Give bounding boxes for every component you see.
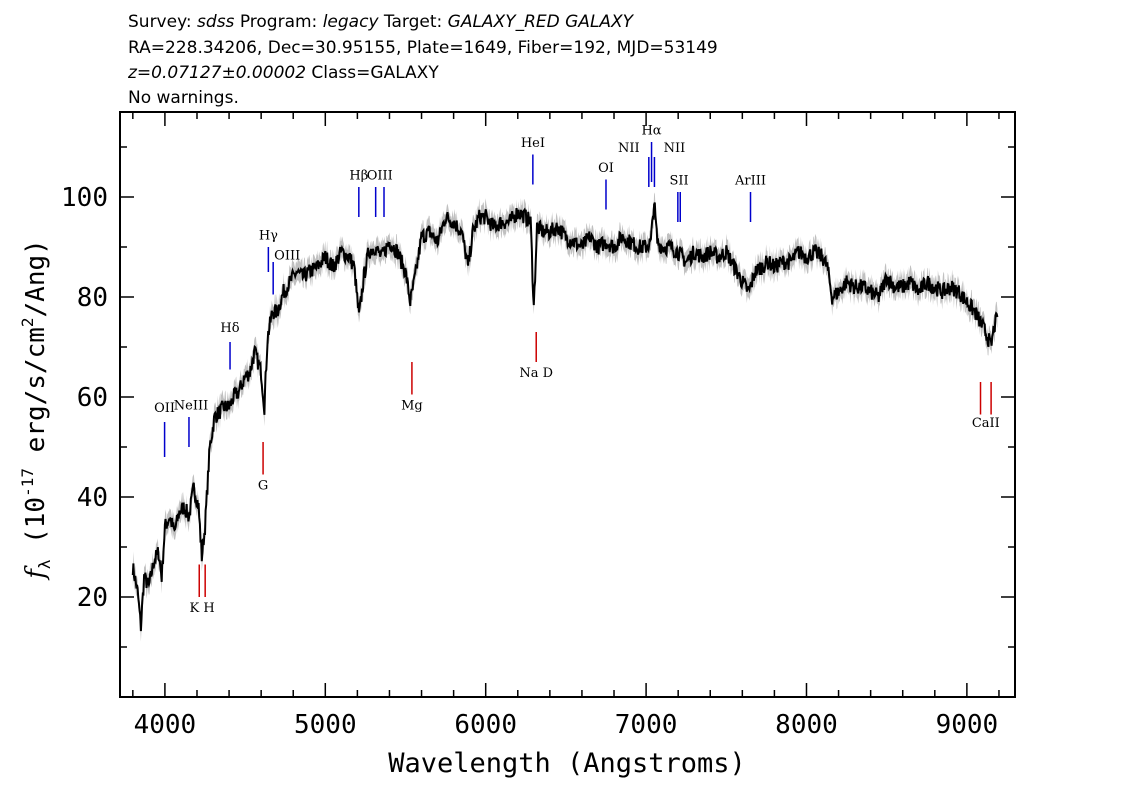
x-tick-label: 5000 (294, 710, 357, 740)
x-tick-label: 9000 (936, 710, 999, 740)
absorption-group-label: CaII (972, 416, 1000, 431)
emission-line-label: OI (598, 161, 614, 176)
target-label: Target: (383, 12, 443, 32)
emission-line-label: HeI (521, 136, 545, 151)
survey-value: sdss (197, 12, 235, 32)
y-axis-label-pre: (10 (21, 497, 51, 560)
y-axis-label: fλ (10-17 erg/s/cm2/Ang) (18, 239, 54, 581)
survey-label: Survey: (128, 12, 192, 32)
header-line-1: Survey: sdss Program: legacy Target: GAL… (128, 12, 633, 32)
y-axis-label-post: /Ang) (21, 239, 51, 317)
absorption-line-label: G (258, 479, 268, 494)
y-tick-label: 60 (77, 383, 108, 413)
y-tick-label: 40 (77, 483, 108, 513)
emission-line-label: Hα (641, 124, 661, 139)
absorption-line-label: Mg (401, 399, 423, 414)
program-label: Program: (239, 12, 318, 32)
x-tick-label: 8000 (775, 710, 838, 740)
x-tick-label: 6000 (454, 710, 517, 740)
error-band-layer (132, 192, 998, 642)
x-axis-label: Wavelength (Angstroms) (388, 748, 746, 779)
emission-line-label: OIII (367, 169, 393, 184)
header-line-2: RA=228.34206, Dec=30.95155, Plate=1649, … (128, 38, 718, 58)
flux-layer (131, 202, 999, 632)
flux-series-line (131, 202, 999, 632)
y-tick-label: 80 (77, 283, 108, 313)
emission-line-label: OIII (274, 249, 300, 264)
absorption-line-label: Na D (519, 366, 553, 381)
emission-line-label: NII (618, 141, 640, 156)
axes-layer: 4000 5000 6000 7000 8000 9000 20 40 60 80 100 (61, 111, 1016, 740)
emission-line-label: OII (154, 401, 175, 416)
emission-line-label: SII (670, 174, 689, 189)
y-axis-label-exp: -17 (18, 468, 37, 497)
y-axis-label-sub: λ (35, 559, 54, 569)
emission-line-label: Hβ (349, 169, 368, 184)
x-tick-label: 7000 (615, 710, 678, 740)
target-value: GALAXY_RED GALAXY (447, 12, 634, 32)
program-value: legacy (322, 12, 379, 32)
redshift-value: z=0.07127±0.00002 (128, 63, 307, 83)
y-axis-label-exp2: 2 (18, 317, 37, 327)
emission-line-label: NeIII (174, 399, 208, 414)
y-tick-label: 100 (61, 183, 108, 213)
error-band (132, 192, 998, 642)
warnings-text: No warnings. (128, 88, 239, 108)
emission-line-label: ArIII (734, 174, 766, 189)
emission-line-label: NII (664, 141, 686, 156)
x-tick-label: 4000 (134, 710, 197, 740)
y-tick-label: 20 (77, 583, 108, 613)
absorption-group-label: K H (190, 601, 215, 616)
class-value: Class=GALAXY (311, 63, 439, 83)
y-axis-label-mid: erg/s/cm (21, 327, 51, 468)
plot-frame (119, 111, 1016, 698)
emission-line-label: Hδ (220, 321, 239, 336)
emission-line-label: Hγ (259, 229, 278, 244)
header-line-3: z=0.07127±0.00002 Class=GALAXY (128, 63, 439, 83)
